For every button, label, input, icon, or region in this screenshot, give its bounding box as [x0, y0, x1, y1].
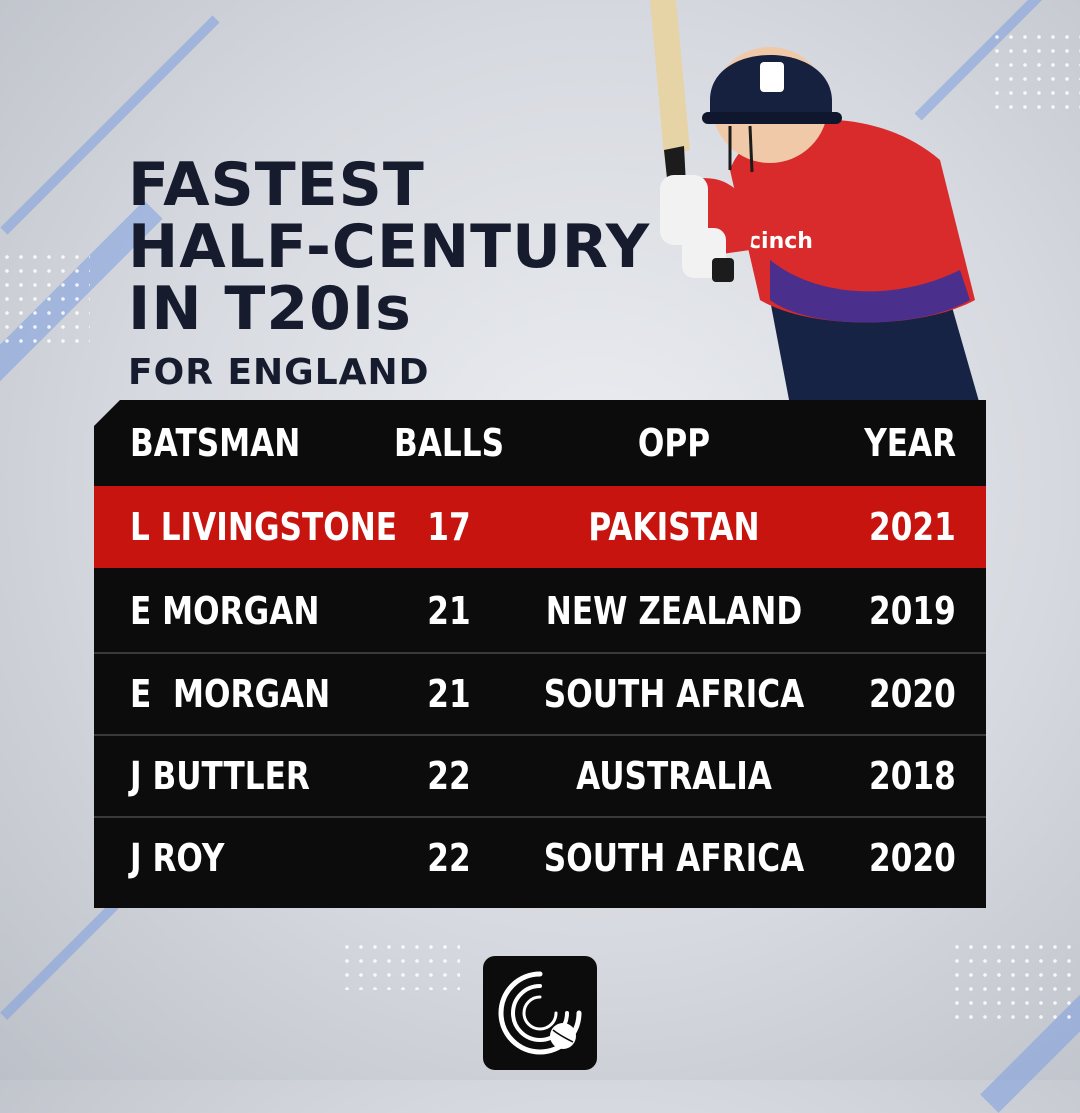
cell-opp: PAKISTAN — [588, 505, 760, 549]
title-line-3: IN T20Is — [128, 274, 412, 344]
decor-dots — [340, 940, 460, 990]
header-opp: OPP — [637, 421, 711, 465]
cell-balls: 17 — [427, 505, 471, 549]
cell-batsman: E MORGAN — [130, 672, 331, 716]
subtitle: FOR ENGLAND — [128, 352, 430, 393]
table-row: L LIVINGSTONE 17 PAKISTAN 2021 — [94, 486, 986, 568]
title-block: FASTEST HALF-CENTURY IN T20Is FOR ENGLAN… — [128, 154, 688, 393]
header-batsman: BATSMAN — [130, 421, 301, 465]
table-row: J ROY 22 SOUTH AFRICA 2020 — [94, 816, 986, 898]
cell-year: 2018 — [869, 754, 956, 798]
player-illustration: cinch — [650, 0, 980, 405]
cell-batsman: J BUTTLER — [130, 754, 310, 798]
cell-year: 2020 — [869, 672, 956, 716]
cell-opp: SOUTH AFRICA — [543, 836, 805, 880]
table-header-row: BATSMAN BALLS OPP YEAR — [94, 400, 986, 486]
table-row: J BUTTLER 22 AUSTRALIA 2018 — [94, 734, 986, 816]
cell-year: 2019 — [869, 589, 956, 633]
shirt-sponsor-text: cinch — [748, 229, 813, 254]
title-line-1: FASTEST — [128, 150, 425, 220]
brand-logo — [483, 956, 597, 1070]
decor-dots — [0, 250, 90, 350]
cell-year: 2020 — [869, 836, 956, 880]
decor-dots — [990, 30, 1080, 110]
cell-batsman: E MORGAN — [130, 589, 320, 633]
table-row: E MORGAN 21 NEW ZEALAND 2019 — [94, 570, 986, 652]
title-line-2: HALF-CENTURY — [128, 212, 651, 282]
cell-opp: SOUTH AFRICA — [543, 672, 805, 716]
cell-opp: AUSTRALIA — [576, 754, 772, 798]
cell-balls: 21 — [427, 589, 471, 633]
decor-dots — [950, 940, 1080, 1020]
cell-balls: 22 — [427, 754, 471, 798]
cell-batsman: J ROY — [130, 836, 225, 880]
header-year: YEAR — [864, 421, 956, 465]
header-balls: BALLS — [393, 421, 505, 465]
cricket-ball-logo-icon — [498, 971, 582, 1055]
table-row: E MORGAN 21 SOUTH AFRICA 2020 — [94, 652, 986, 734]
cell-balls: 22 — [427, 836, 471, 880]
cell-balls: 21 — [427, 672, 471, 716]
cell-year: 2021 — [869, 505, 956, 549]
stats-table: BATSMAN BALLS OPP YEAR L LIVINGSTONE 17 … — [94, 400, 986, 908]
cell-batsman: L LIVINGSTONE — [130, 505, 398, 549]
cell-opp: NEW ZEALAND — [545, 589, 803, 633]
